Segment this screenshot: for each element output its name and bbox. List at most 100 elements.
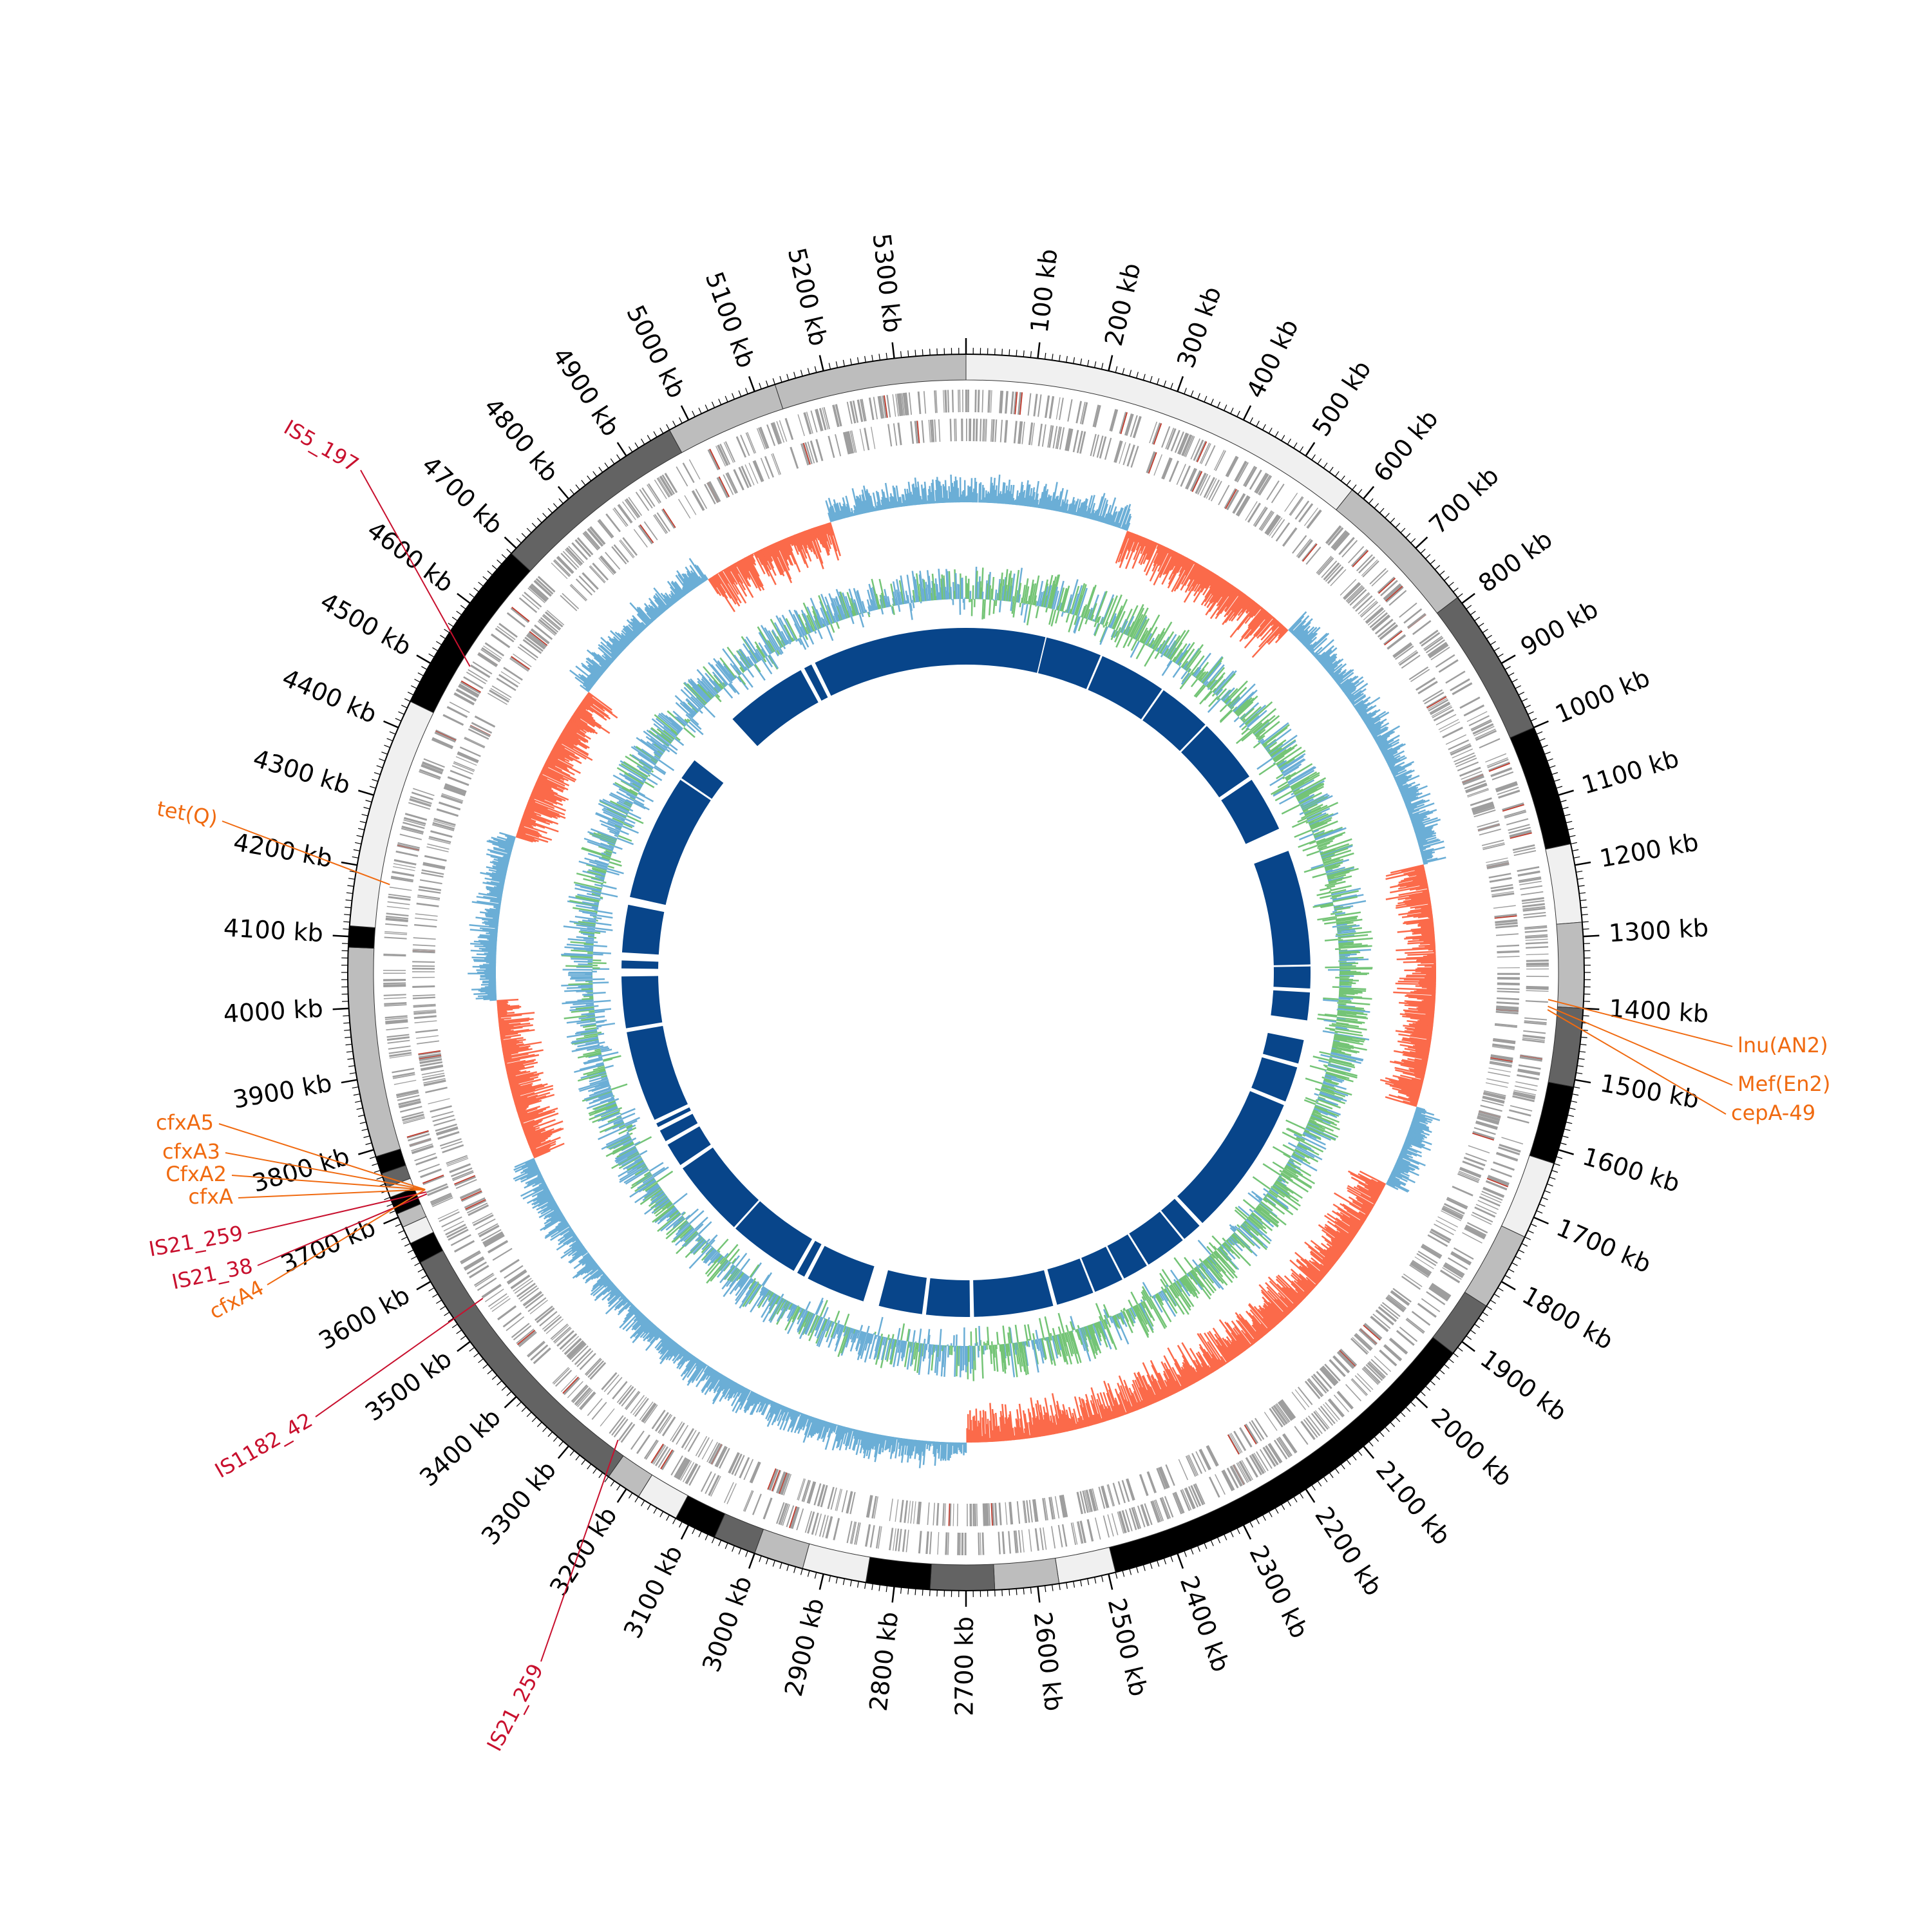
gc-content-bar xyxy=(1403,1142,1413,1148)
gene-feature xyxy=(1472,804,1495,813)
gc-content-bar xyxy=(559,735,578,746)
gc-content-bar xyxy=(1400,1074,1424,1082)
gc-content-bar xyxy=(844,1426,848,1434)
gc-content-bar xyxy=(1406,799,1430,810)
gene-feature xyxy=(404,813,428,821)
gc-content-bar xyxy=(562,1235,577,1245)
gc-content-bar xyxy=(1291,615,1310,634)
gene-feature xyxy=(778,1502,788,1525)
gc-content-bar xyxy=(658,607,664,614)
gc-content-bar xyxy=(730,1385,743,1406)
gc-content-bar xyxy=(530,1148,536,1151)
gene-feature xyxy=(1394,645,1414,660)
minor-tick xyxy=(922,1589,923,1596)
minor-tick xyxy=(1009,1589,1010,1596)
minor-tick xyxy=(361,1128,368,1132)
gene-feature xyxy=(421,1070,444,1075)
gc-content-bar xyxy=(811,527,822,553)
gene-feature xyxy=(545,1318,564,1334)
gene-feature xyxy=(510,607,529,623)
gene-feature xyxy=(1495,922,1518,926)
gene-feature xyxy=(1448,739,1470,750)
gc-content-bar xyxy=(1100,499,1108,523)
gc-content-bar xyxy=(911,494,914,506)
minor-tick xyxy=(497,559,502,565)
gc-content-bar xyxy=(1408,1007,1435,1012)
minor-tick xyxy=(1504,666,1511,670)
gc-content-bar xyxy=(1372,726,1389,737)
gc-content-bar xyxy=(1108,515,1113,526)
gc-content-bar xyxy=(689,565,703,584)
gc-content-bar xyxy=(497,1011,515,1015)
gc-content-bar xyxy=(695,1360,703,1370)
gc-content-bar xyxy=(731,564,744,584)
gc-content-bar xyxy=(491,837,515,845)
gene-feature xyxy=(417,1040,439,1045)
gc-content-bar xyxy=(588,674,598,682)
gc-content-bar xyxy=(1089,502,1096,520)
gene-feature xyxy=(443,787,466,797)
gene-feature xyxy=(432,822,455,830)
gc-content-bar xyxy=(1420,848,1434,853)
gene-feature xyxy=(1320,1367,1337,1385)
gc-content-bar xyxy=(1376,735,1390,744)
gene-feature xyxy=(1191,471,1202,492)
gc-content-bar xyxy=(1419,845,1431,850)
minor-tick xyxy=(1129,370,1132,377)
tick-label: 2200 kb xyxy=(1309,1502,1388,1601)
gene-feature xyxy=(1284,493,1298,512)
gc-content-bar xyxy=(1123,1379,1137,1412)
gc-content-bar xyxy=(855,1430,863,1455)
gene-feature xyxy=(1526,953,1549,956)
minor-tick xyxy=(1434,565,1441,570)
gc-content-bar xyxy=(644,609,656,621)
gc-content-bar xyxy=(572,1233,576,1238)
gc-content-bar xyxy=(604,656,613,664)
gc-content-bar xyxy=(1224,594,1247,623)
gc-content-bar xyxy=(481,949,497,952)
gc-content-bar xyxy=(1157,548,1170,572)
gc-content-bar xyxy=(1193,571,1213,603)
gc-content-bar xyxy=(486,881,504,887)
minor-tick xyxy=(604,462,609,469)
gene-feature xyxy=(601,1372,618,1390)
gc-content-bar xyxy=(648,1325,656,1334)
gene-feature xyxy=(556,556,574,574)
gene-feature xyxy=(658,1448,671,1468)
gc-content-bar xyxy=(637,612,650,626)
gc-content-bar xyxy=(592,1275,608,1290)
gc-content-bar xyxy=(1068,503,1072,515)
gene-feature xyxy=(740,435,750,457)
gene-feature xyxy=(1374,618,1394,635)
gc-content-bar xyxy=(1260,1289,1287,1318)
gene-feature xyxy=(972,1503,975,1526)
minor-tick xyxy=(1530,717,1537,722)
gc-content-bar xyxy=(1399,1013,1434,1018)
gc-content-bar xyxy=(1050,1415,1056,1435)
gc-content-bar xyxy=(1403,896,1430,903)
gene-feature xyxy=(1076,1521,1083,1544)
minor-tick xyxy=(1230,1531,1234,1537)
gene-feature xyxy=(453,693,475,706)
gene-feature xyxy=(1497,983,1520,986)
gc-content-bar xyxy=(1127,1401,1133,1413)
gene-feature-rna xyxy=(1472,1132,1494,1141)
gene-feature xyxy=(826,1516,833,1539)
gc-content-bar xyxy=(654,607,661,616)
gc-content-bar xyxy=(1419,938,1435,941)
gc-content-bar xyxy=(1325,1228,1350,1246)
gene-feature xyxy=(446,1226,468,1238)
gc-content-bar xyxy=(817,526,826,549)
gc-content-bar xyxy=(1390,879,1428,889)
gc-content-bar xyxy=(1307,1279,1316,1288)
gc-content-bar xyxy=(1410,991,1436,994)
gene-feature xyxy=(873,397,878,420)
gc-content-bar xyxy=(1004,1423,1008,1441)
tick-label: 900 kb xyxy=(1516,594,1603,661)
gc-content-bar xyxy=(1393,1166,1405,1173)
gene-feature xyxy=(412,961,435,963)
gc-content-bar xyxy=(1002,482,1006,504)
gc-content-bar xyxy=(586,694,613,714)
gc-content-bar xyxy=(528,799,565,816)
gene-feature xyxy=(1249,1421,1262,1441)
